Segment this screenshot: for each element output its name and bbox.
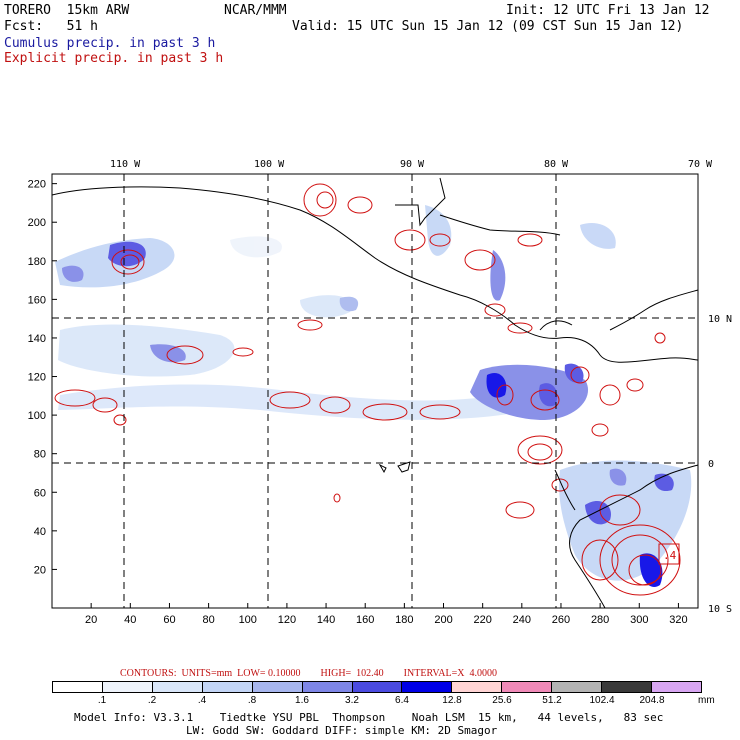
y-tick-label: 20 (34, 564, 46, 576)
model-info-line2: LW: Godd SW: Goddard DIFF: simple KM: 2D… (186, 724, 498, 737)
legend-label: .4 (197, 695, 207, 706)
legend-swatch (252, 682, 303, 692)
lon-label-80w: 80 W (544, 159, 569, 170)
legend-label: 102.4 (589, 695, 615, 706)
cumulus-precip-shading (55, 205, 692, 587)
legend-label: .2 (147, 695, 157, 706)
valid-time: Valid: 15 UTC Sun 15 Jan 12 (09 CST Sun … (292, 19, 684, 34)
x-tick-label: 120 (278, 614, 296, 626)
y-tick-label: 140 (28, 333, 46, 345)
x-tick-label: 160 (356, 614, 374, 626)
legend-swatch (302, 682, 353, 692)
max-value-label: .4 (663, 549, 677, 562)
cumulus-precip-title: Cumulus precip. in past 3 h (4, 36, 216, 51)
legend-swatch (452, 682, 503, 692)
x-tick-label: 220 (473, 614, 491, 626)
lat-label-0: 0 (708, 459, 714, 470)
x-tick-label: 20 (85, 614, 97, 626)
y-tick-label: 100 (28, 410, 46, 422)
legend-label: 204.8 (639, 695, 665, 706)
center-name: NCAR/MMM (224, 3, 287, 18)
lat-label-10n: 10 N (708, 314, 732, 325)
lat-lon-grid (52, 174, 698, 608)
explicit-precip-contours (54, 183, 681, 596)
explicit-precip-title: Explicit precip. in past 3 h (4, 51, 224, 66)
legend-swatch (552, 682, 603, 692)
legend-label: 12.8 (442, 695, 462, 706)
legend-swatch (202, 682, 253, 692)
contours-info: CONTOURS: UNITS=mm LOW= 0.10000 HIGH= 10… (120, 668, 497, 679)
legend-label: 51.2 (542, 695, 562, 706)
legend-label: 25.6 (492, 695, 512, 706)
x-tick-label: 80 (202, 614, 214, 626)
legend-swatch (152, 682, 203, 692)
x-tick-label: 140 (317, 614, 335, 626)
color-legend (52, 681, 702, 693)
y-tick-label: 60 (34, 487, 46, 499)
legend-label: .8 (247, 695, 257, 706)
init-time: Init: 12 UTC Fri 13 Jan 12 (506, 3, 710, 18)
x-tick-label: 200 (434, 614, 452, 626)
x-tick-label: 60 (163, 614, 175, 626)
lon-label-110w: 110 W (110, 159, 141, 170)
legend-swatch (602, 682, 653, 692)
legend-swatch (402, 682, 453, 692)
x-tick-labels: 20 40 60 80 100 120 140 160 180 200 220 240 260 280 30… (85, 614, 688, 626)
legend-unit: mm (698, 695, 715, 706)
axis-ticks (52, 183, 679, 608)
x-tick-label: 100 (239, 614, 257, 626)
model-info-line1: Model Info: V3.3.1 Tiedtke YSU PBL Thomp… (74, 711, 664, 724)
x-tick-label: 180 (395, 614, 413, 626)
model-name: TORERO 15km ARW (4, 3, 130, 18)
y-tick-label: 180 (28, 256, 46, 268)
y-tick-labels: 20 40 60 80 100 120 140 160 180 200 220 (28, 179, 46, 577)
x-tick-label: 280 (591, 614, 609, 626)
legend-label: 1.6 (295, 695, 309, 706)
x-tick-label: 240 (513, 614, 531, 626)
legend-swatch (102, 682, 153, 692)
legend-swatch (652, 682, 701, 692)
legend-swatch (352, 682, 403, 692)
y-tick-label: 80 (34, 449, 46, 461)
lon-label-90w: 90 W (400, 159, 425, 170)
legend-swatch (53, 682, 103, 692)
legend-label: .1 (97, 695, 107, 706)
lat-label-10s: 10 S (708, 604, 732, 615)
coastlines (51, 177, 699, 609)
x-tick-label: 320 (669, 614, 687, 626)
lon-label-100w: 100 W (254, 159, 285, 170)
forecast-hour: Fcst: 51 h (4, 19, 98, 34)
x-tick-label: 260 (552, 614, 570, 626)
y-tick-label: 220 (28, 179, 46, 191)
legend-label: 6.4 (395, 695, 409, 706)
legend-swatch (502, 682, 553, 692)
x-tick-label: 40 (124, 614, 136, 626)
y-tick-label: 40 (34, 526, 46, 538)
lon-label-70w: 70 W (688, 159, 713, 170)
y-tick-label: 160 (28, 294, 46, 306)
x-tick-label: 300 (630, 614, 648, 626)
legend-label: 3.2 (345, 695, 359, 706)
y-tick-label: 120 (28, 372, 46, 384)
max-value-box (658, 543, 680, 565)
y-tick-label: 200 (28, 217, 46, 229)
